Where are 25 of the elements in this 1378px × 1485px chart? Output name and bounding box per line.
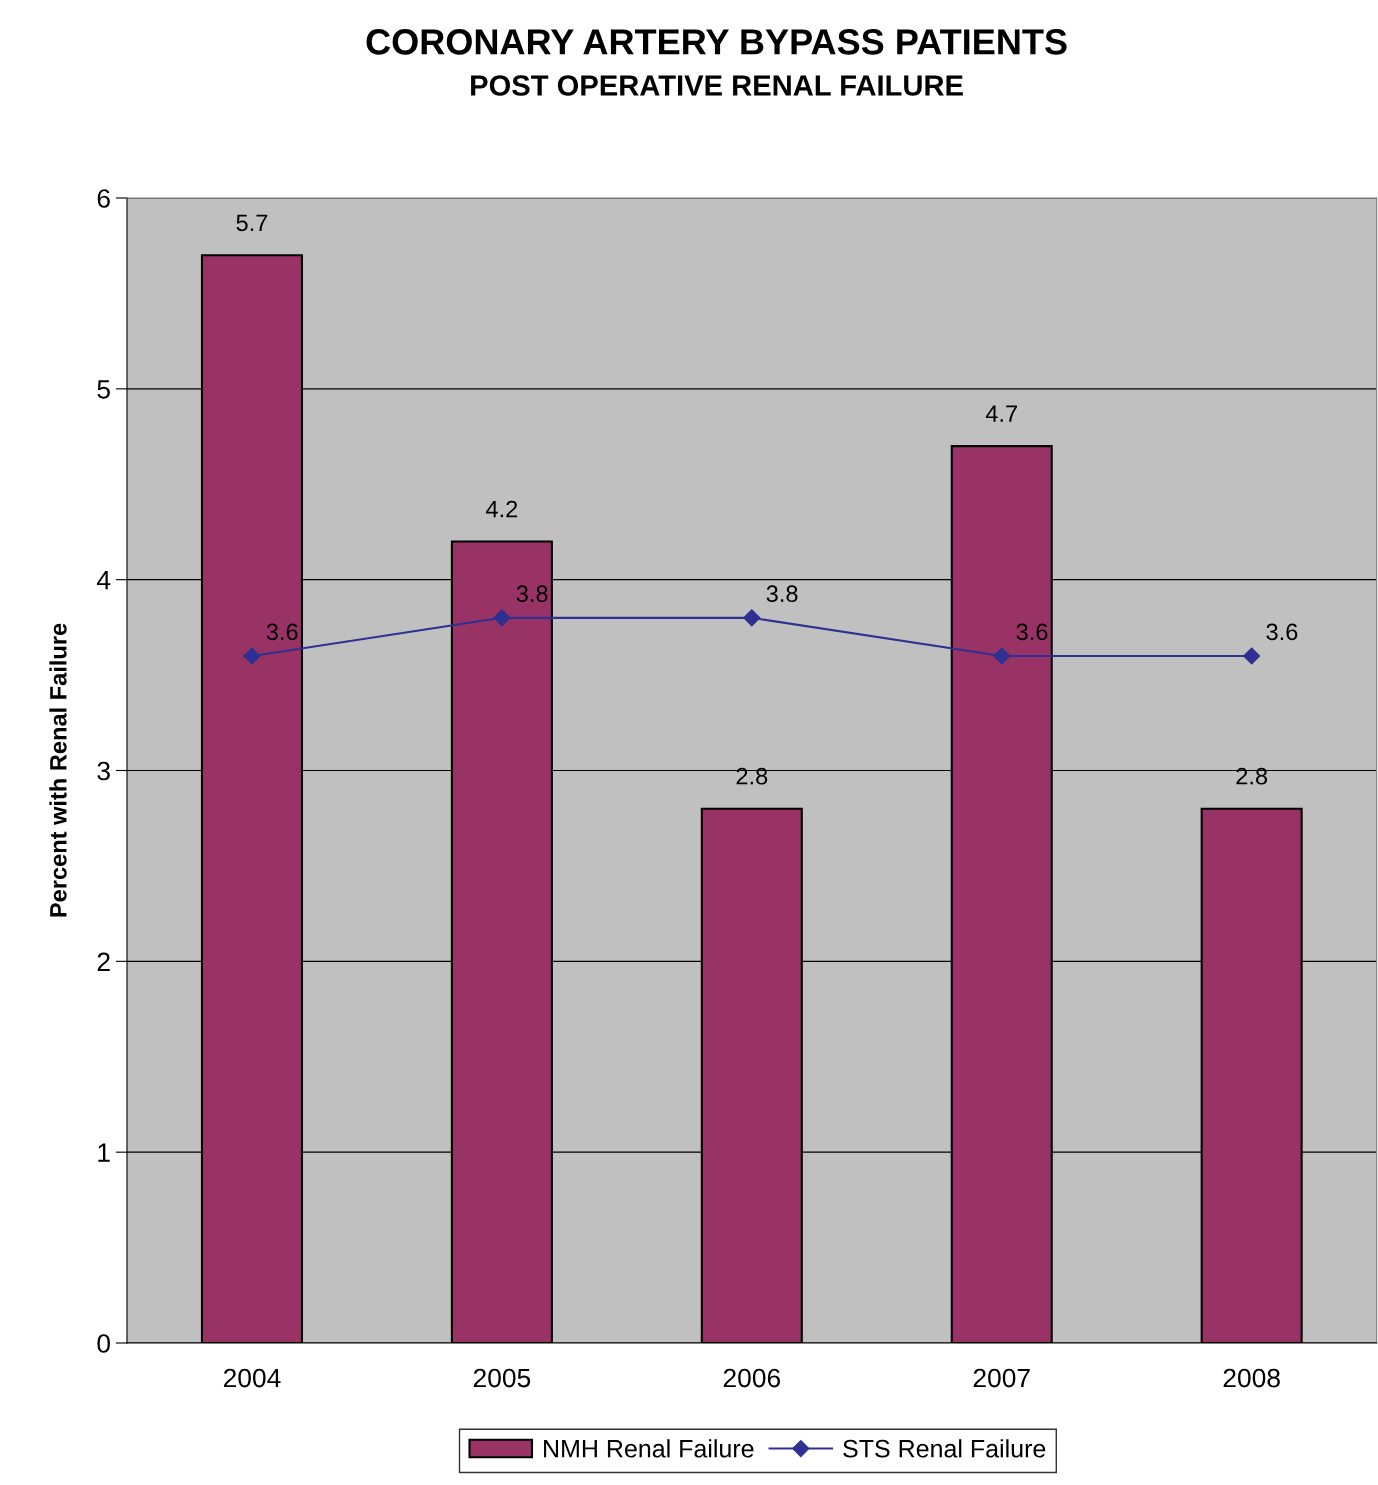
legend-label: STS Renal Failure (843, 1439, 1046, 1458)
chart-title: CORONARY ARTERY BYPASS PATIENTS (366, 29, 1067, 55)
x-tick-label: 2006 (723, 1368, 781, 1388)
data-label: 5.7 (236, 214, 268, 232)
data-label: 3.6 (266, 623, 298, 641)
x-tick-label: 2008 (1223, 1368, 1280, 1388)
x-tick-label: 2004 (223, 1368, 281, 1388)
y-tick-label: 3 (97, 761, 110, 781)
y-tick-label: 5 (97, 380, 110, 399)
data-label: 3.8 (766, 585, 798, 603)
y-tick-label: 2 (97, 952, 110, 971)
y-axis-title: Percent with Renal Failure (49, 623, 67, 917)
data-label: 4.7 (985, 405, 1017, 422)
chart-subtitle: POST OPERATIVE RENAL FAILURE (471, 75, 963, 96)
y-tick-label: 1 (98, 1143, 110, 1162)
y-tick-label: 0 (97, 1334, 110, 1353)
data-label: 4.2 (486, 500, 518, 518)
x-tick-label: 2005 (473, 1368, 531, 1388)
y-tick-label: 4 (96, 571, 111, 590)
data-label: 3.6 (1016, 623, 1048, 641)
x-tick-label: 2007 (973, 1368, 1030, 1388)
data-label: 3.8 (516, 585, 548, 603)
data-label: 3.6 (1266, 623, 1298, 641)
legend-label: NMH Renal Failure (544, 1439, 754, 1458)
y-tick-label: 6 (97, 189, 110, 208)
